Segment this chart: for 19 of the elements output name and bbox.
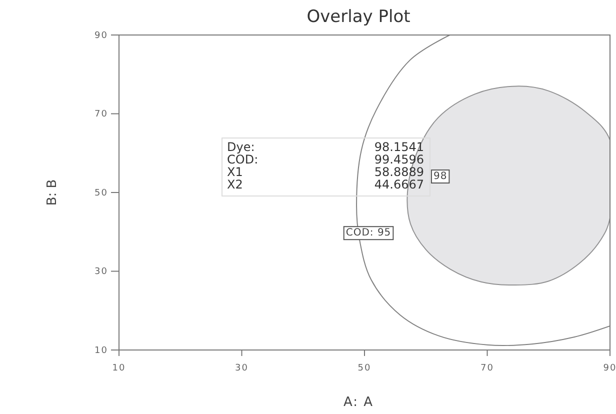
text: COD: 99.4596 [227,152,424,166]
text: X2 44.6667 [227,178,424,192]
series-label: 98 [433,171,448,182]
x-tick-label: 90 [603,364,616,374]
x-tick-label: 10 [112,364,126,374]
text: X1 58.8889 [227,165,424,179]
x-tick-label: 70 [480,364,494,374]
x-tick-label: 30 [235,364,248,374]
y-tick-label: 50 [94,188,108,198]
x-tick-label: 50 [358,364,372,374]
y-axis-title: B: B [45,179,60,206]
y-tick-label: 90 [94,30,108,41]
x-axis-title: A: A [343,395,374,410]
y-tick-label: 70 [94,110,108,120]
y-tick-label: 10 [94,346,108,356]
text: Dye: 98.1541 [227,140,424,154]
series-label: COD: 95 [346,228,392,239]
chart-title: Overlay Plot [306,7,411,27]
y-tick-label: 30 [94,267,108,278]
